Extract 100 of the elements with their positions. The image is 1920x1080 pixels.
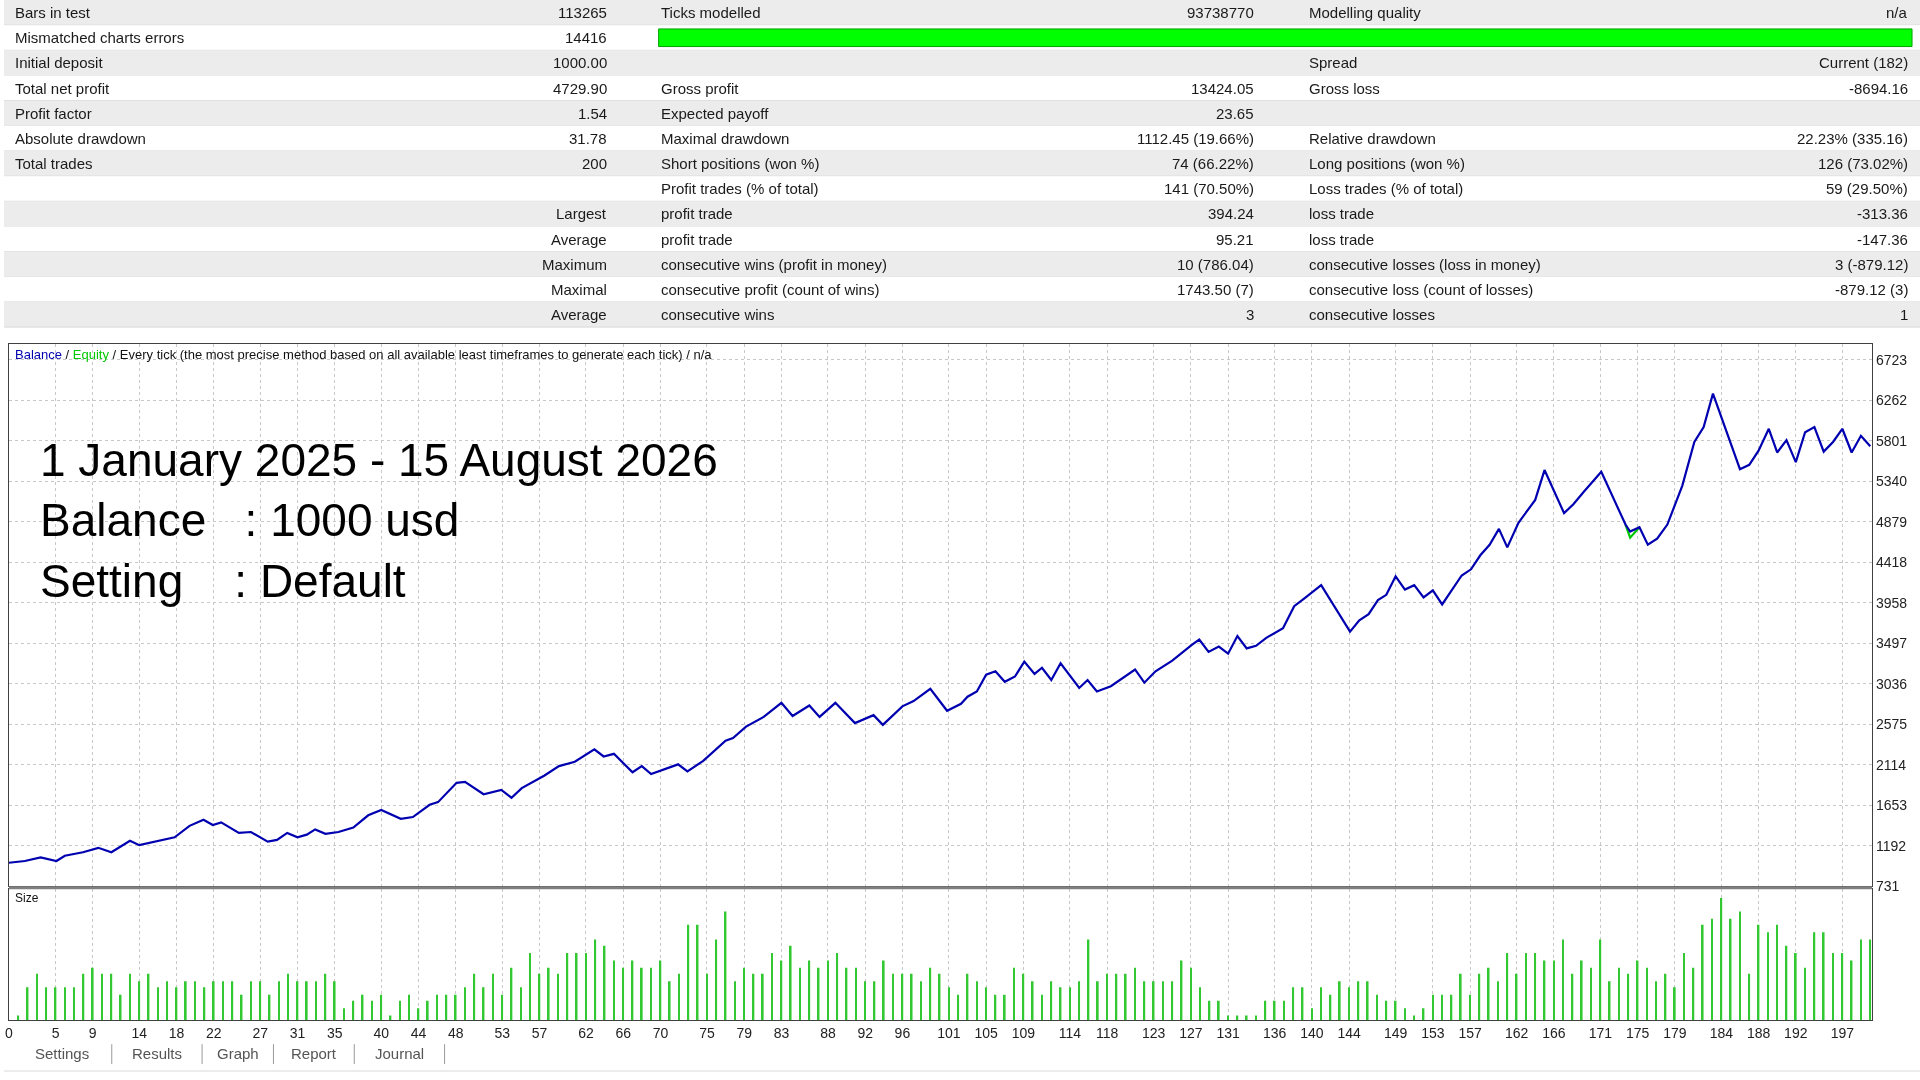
text: 4729.90: [553, 80, 608, 97]
text: -147.36: [1857, 231, 1908, 248]
bar: [1161, 981, 1164, 1021]
text: 1.54: [578, 105, 608, 122]
bar: [1747, 973, 1751, 1021]
bar: [1310, 1008, 1313, 1021]
bar: [407, 994, 410, 1021]
text: Absolute drawdown: [15, 130, 146, 147]
bar: [1682, 953, 1685, 1021]
bar: [1859, 939, 1862, 1021]
x-tick-label: 9: [88, 1025, 97, 1042]
text: -8694.16: [1849, 80, 1909, 97]
bar: [1468, 994, 1471, 1021]
x-tick-label: 175: [1625, 1025, 1650, 1042]
text: consecutive wins: [661, 306, 775, 323]
bar: [258, 981, 262, 1021]
bar: [1002, 994, 1006, 1021]
bar: [1524, 953, 1527, 1021]
text: Ticks modelled: [661, 4, 761, 21]
text: Profit factor: [15, 105, 92, 122]
bar: [1040, 994, 1043, 1021]
text: Relative drawdown: [1309, 130, 1436, 147]
text: consecutive loss (count of losses): [1309, 281, 1534, 298]
bar: [686, 924, 690, 1021]
bar: [1496, 981, 1499, 1021]
bar: [1579, 960, 1583, 1021]
bar: [919, 981, 922, 1021]
bar: [1142, 981, 1146, 1021]
bar: [90, 967, 94, 1021]
bar: [1365, 981, 1369, 1021]
bar: [639, 967, 643, 1021]
bar: [546, 967, 550, 1021]
x-tick-label: 88: [820, 1025, 836, 1042]
bar: [760, 973, 764, 1021]
bar: [221, 981, 224, 1021]
x-tick-label: 0: [5, 1025, 14, 1042]
x-tick-label: 35: [326, 1025, 343, 1042]
bar: [649, 967, 652, 1021]
bar: [1012, 967, 1015, 1021]
text: consecutive wins (profit in money): [661, 256, 887, 273]
annotation: Setting : Default: [40, 555, 406, 607]
text: 22.23% (335.16): [1797, 130, 1908, 147]
y-tick-label: 1653: [1875, 797, 1908, 814]
bar: [574, 953, 578, 1021]
bar: [1347, 987, 1350, 1021]
bar: [463, 987, 466, 1021]
text: Graph: [217, 1045, 259, 1062]
bar: [733, 981, 736, 1021]
bar: [705, 973, 708, 1021]
x-tick-label: 96: [894, 1025, 911, 1042]
text: 126 (73.02%): [1818, 155, 1909, 172]
bar: [807, 960, 811, 1021]
bar: [1654, 981, 1658, 1021]
bar: [1533, 953, 1537, 1021]
bar: [1254, 1015, 1257, 1021]
bar: [1291, 987, 1295, 1021]
bar: [1803, 967, 1806, 1021]
text: loss trade: [1309, 231, 1375, 248]
text: Total net profit: [15, 80, 111, 97]
bar: [398, 1000, 401, 1021]
bar: [286, 973, 290, 1021]
bar: [909, 973, 913, 1021]
bar: [1412, 1015, 1416, 1021]
text: Settings: [35, 1045, 90, 1062]
text: 141 (70.50%): [1164, 180, 1255, 197]
bar: [1775, 924, 1779, 1021]
bar: [193, 981, 196, 1021]
bar: [1793, 953, 1797, 1021]
bar: [1840, 953, 1844, 1021]
text: 1112.45 (19.66%): [1137, 130, 1255, 147]
text: Maximal: [551, 281, 607, 298]
bar: [1710, 918, 1713, 1021]
text: 1743.50 (7): [1177, 281, 1254, 298]
text: Expected payoff: [661, 105, 770, 122]
bar: [211, 981, 215, 1021]
text: 200: [582, 155, 608, 172]
bar: [556, 973, 559, 1021]
bar: [1337, 981, 1341, 1021]
bar: [1077, 981, 1081, 1021]
x-tick-label: 27: [252, 1025, 269, 1042]
text: Loss trades (% of total): [1309, 180, 1464, 197]
bar: [1505, 953, 1509, 1021]
x-tick-label: 179: [1663, 1025, 1687, 1042]
bar: [928, 967, 932, 1021]
text: 10 (786.04): [1177, 256, 1254, 273]
x-tick-label: 131: [1216, 1025, 1240, 1042]
bar: [1831, 953, 1834, 1021]
bar: [35, 973, 38, 1021]
x-tick-label: 66: [615, 1025, 632, 1042]
bar: [1095, 981, 1099, 1021]
x-tick-label: 127: [1179, 1025, 1203, 1042]
x-tick-label: 101: [937, 1025, 961, 1042]
x-tick-label: 5: [51, 1025, 60, 1042]
text: Spread: [1309, 54, 1358, 71]
text: -313.36: [1857, 205, 1908, 222]
bar: [342, 1008, 345, 1021]
bar: [1105, 973, 1108, 1021]
x-tick-label: 166: [1542, 1025, 1566, 1042]
bar: [453, 994, 457, 1021]
x-tick-label: 114: [1058, 1025, 1082, 1042]
